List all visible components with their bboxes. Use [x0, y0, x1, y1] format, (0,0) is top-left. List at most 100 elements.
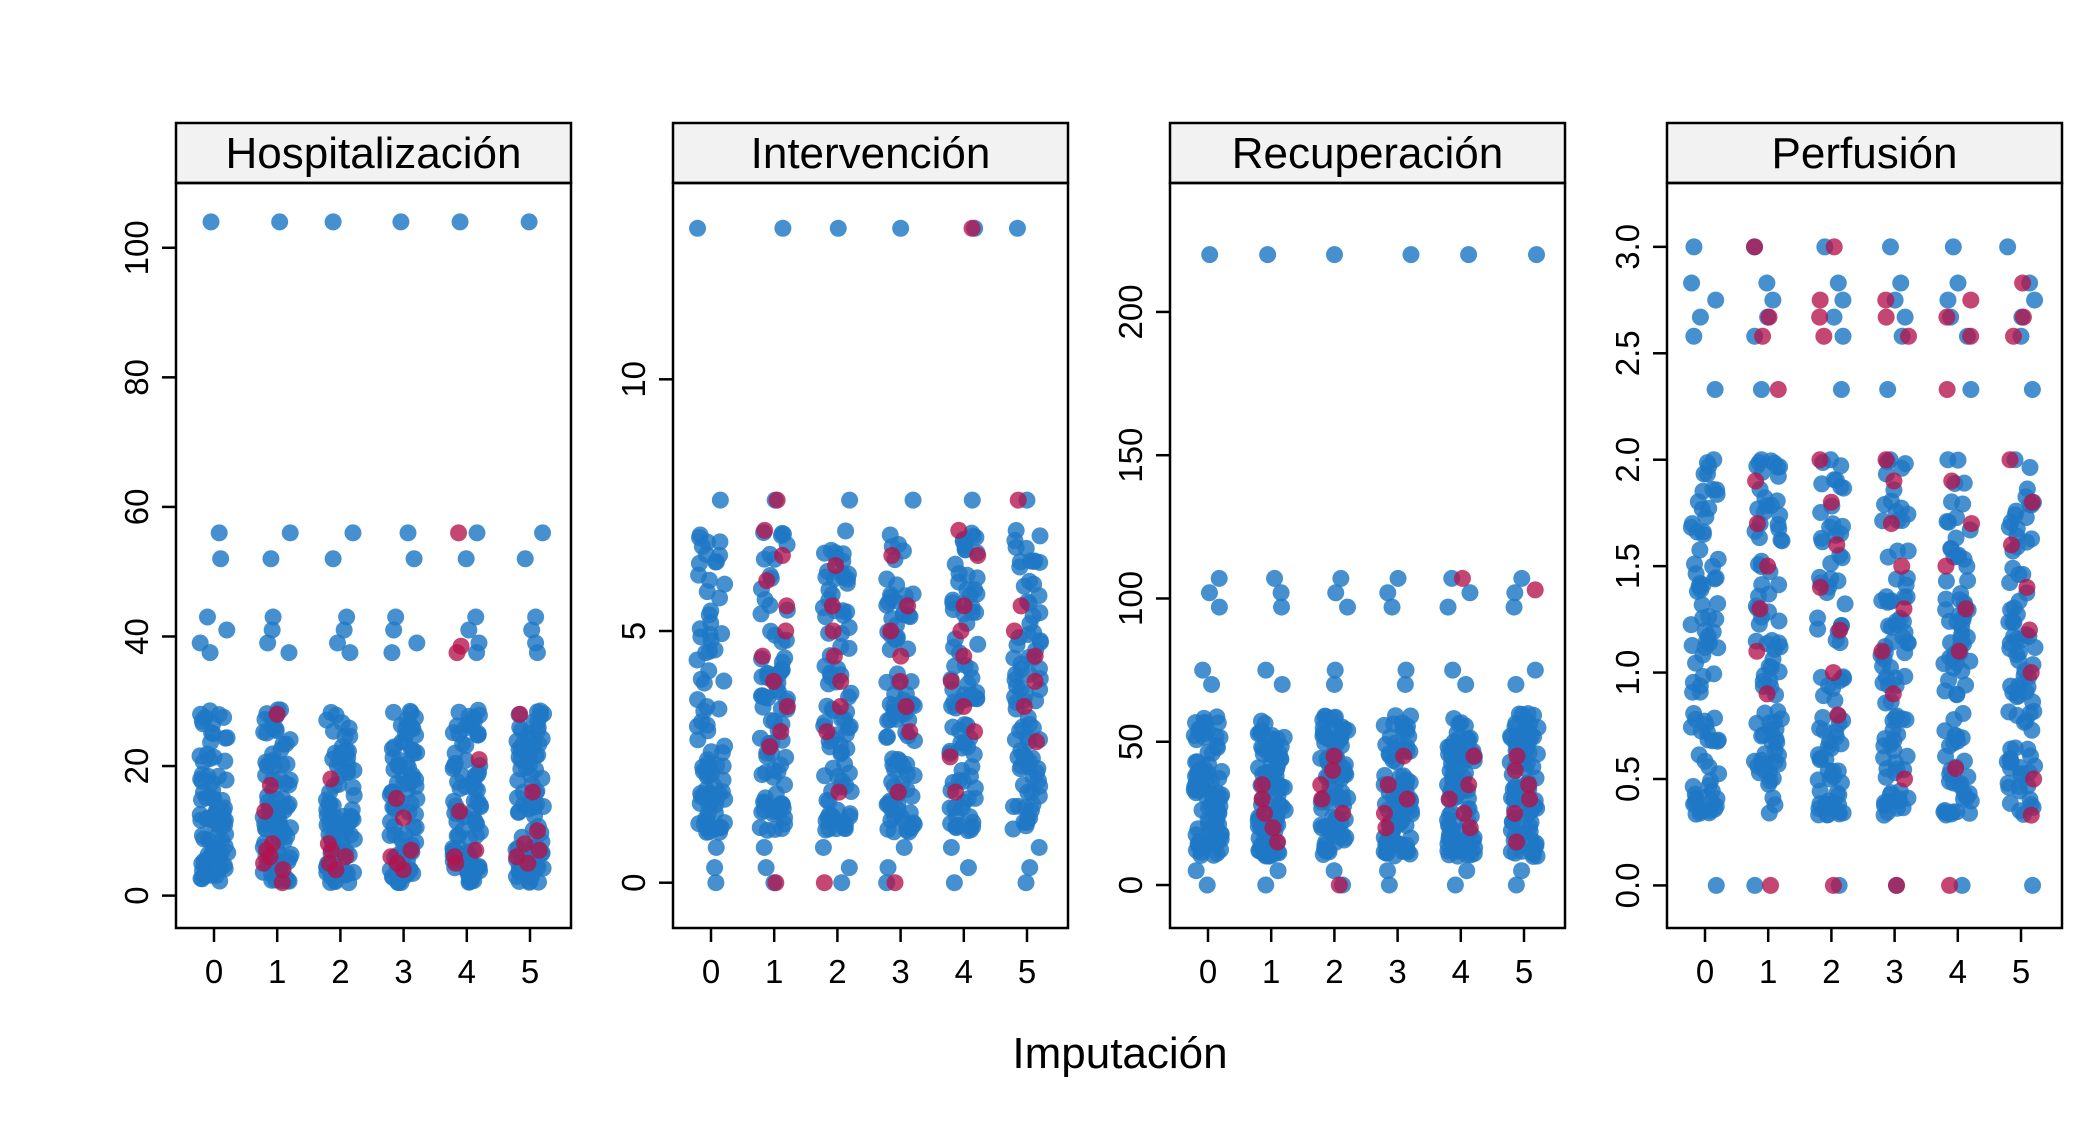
observed-point — [460, 621, 478, 639]
observed-point — [888, 710, 906, 728]
imputed-point — [446, 848, 464, 866]
imputed-point — [452, 637, 470, 655]
observed-point — [1339, 598, 1357, 616]
observed-point — [879, 859, 897, 877]
observed-point — [1955, 474, 1973, 492]
imputed-point — [382, 848, 400, 866]
observed-point — [398, 711, 416, 729]
observed-point — [1879, 380, 1897, 398]
x-tick-label: 4 — [1452, 953, 1470, 990]
observed-point — [816, 767, 834, 785]
observed-point — [1333, 783, 1351, 801]
observed-point — [1750, 615, 1768, 633]
imputed-point — [901, 723, 919, 741]
observed-point — [1029, 771, 1047, 789]
observed-point — [1834, 327, 1852, 345]
observed-point — [339, 742, 357, 760]
observed-point — [467, 608, 485, 626]
observed-point — [1835, 479, 1853, 497]
observed-point — [1940, 671, 1958, 689]
observed-point — [1809, 771, 1827, 789]
observed-point — [1707, 291, 1725, 309]
imputed-point — [1873, 642, 1891, 660]
x-tick-label: 0 — [205, 953, 223, 990]
observed-point — [327, 821, 345, 839]
observed-point — [878, 596, 896, 614]
imputed-point — [256, 802, 274, 820]
observed-point — [1893, 459, 1911, 477]
imputed-point — [1526, 581, 1544, 599]
observed-point — [893, 809, 911, 827]
observed-point — [2010, 592, 2028, 610]
imputed-point — [947, 783, 965, 801]
observed-point — [272, 741, 290, 759]
observed-point — [1954, 705, 1972, 723]
imputed-point — [1751, 600, 1769, 618]
observed-point — [961, 767, 979, 785]
imputed-point — [950, 521, 968, 539]
observed-point — [1259, 246, 1277, 264]
observed-point — [710, 700, 728, 718]
observed-point — [1513, 862, 1531, 880]
y-tick-label: 0 — [1112, 876, 1149, 894]
x-tick-label: 1 — [765, 953, 783, 990]
imputed-point — [1884, 685, 1902, 703]
observed-point — [1269, 862, 1287, 880]
imputed-point — [1026, 647, 1044, 665]
observed-point — [210, 524, 228, 542]
observed-point — [702, 602, 720, 620]
observed-point — [1764, 650, 1782, 668]
imputed-point — [451, 802, 469, 820]
observed-point — [1821, 798, 1839, 816]
observed-point — [1824, 680, 1842, 698]
observed-point — [1832, 380, 1850, 398]
observed-point — [468, 644, 486, 662]
observed-point — [1754, 726, 1772, 744]
y-tick-label: 0.0 — [1609, 862, 1646, 908]
observed-point — [698, 716, 716, 734]
imputed-point — [524, 783, 542, 801]
observed-point — [2011, 759, 2029, 777]
observed-point — [815, 544, 833, 562]
imputed-point — [1893, 557, 1911, 575]
observed-point — [1008, 636, 1026, 654]
observed-point — [834, 813, 852, 831]
observed-point — [689, 219, 707, 237]
observed-point — [470, 764, 488, 782]
observed-point — [1694, 576, 1712, 594]
imputed-point — [337, 848, 355, 866]
imputed-point — [767, 874, 785, 892]
x-tick-label: 5 — [1018, 953, 1036, 990]
observed-point — [341, 644, 359, 662]
imputed-point — [1398, 790, 1416, 808]
observed-point — [1825, 308, 1843, 326]
imputed-point — [773, 547, 791, 564]
observed-point — [457, 550, 475, 568]
observed-point — [2024, 693, 2042, 711]
observed-point — [1896, 308, 1914, 326]
observed-point — [396, 825, 414, 843]
observed-point — [1521, 803, 1539, 821]
observed-point — [1397, 661, 1415, 679]
observed-point — [878, 728, 896, 746]
imputed-point — [2018, 578, 2036, 596]
observed-point — [715, 814, 733, 832]
observed-point — [1457, 675, 1475, 693]
imputed-point — [1748, 642, 1766, 660]
observed-point — [1020, 572, 1038, 590]
observed-point — [942, 838, 960, 856]
imputed-point — [1815, 327, 1833, 345]
observed-point — [259, 634, 277, 652]
observed-point — [520, 213, 538, 231]
observed-point — [1507, 675, 1525, 693]
observed-point — [1402, 246, 1420, 264]
imputed-point — [1256, 804, 1274, 822]
imputed-point — [825, 647, 843, 665]
imputed-point — [1325, 747, 1343, 765]
observed-point — [761, 596, 779, 614]
observed-point — [383, 644, 401, 662]
observed-point — [204, 715, 222, 733]
observed-point — [706, 859, 724, 877]
imputed-point — [1762, 876, 1780, 894]
